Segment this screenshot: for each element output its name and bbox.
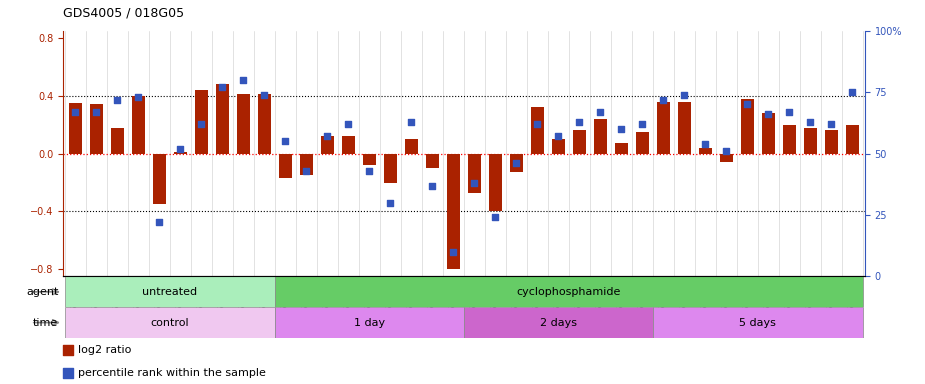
Point (425, 182, 439, 189)
Point (152, 219, 166, 225)
Point (215, 84, 229, 90)
Bar (111, 127, 124, 154)
Bar (300, 154, 313, 175)
Bar (720, 154, 733, 162)
Bar (552, 139, 564, 154)
Point (362, 168, 376, 174)
Bar (258, 94, 271, 154)
Point (257, 91, 272, 98)
Point (740, 101, 755, 108)
Text: 5 days: 5 days (739, 318, 776, 328)
Bar (237, 94, 250, 154)
Text: 1 day: 1 day (354, 318, 385, 328)
Text: time: time (33, 318, 58, 328)
Bar (699, 148, 711, 154)
Bar (275, 276, 863, 307)
Bar (65, 276, 275, 307)
Bar (489, 154, 501, 212)
Bar (636, 132, 648, 154)
Text: percentile rank within the sample: percentile rank within the sample (78, 367, 265, 377)
Text: 2 days: 2 days (540, 318, 577, 328)
Point (341, 121, 356, 127)
Point (635, 121, 649, 127)
Point (383, 200, 398, 206)
Bar (510, 154, 523, 172)
Point (656, 96, 671, 103)
Point (761, 111, 776, 118)
Text: GDS4005 / 018G05: GDS4005 / 018G05 (63, 6, 184, 19)
Point (194, 121, 209, 127)
Point (236, 77, 251, 83)
Point (404, 119, 419, 125)
Bar (216, 84, 228, 154)
Point (320, 133, 335, 139)
Point (131, 94, 146, 100)
Point (677, 91, 692, 98)
Point (299, 168, 314, 174)
Point (551, 133, 566, 139)
Bar (91, 104, 103, 154)
Point (719, 148, 734, 154)
Point (446, 249, 461, 255)
Point (173, 146, 188, 152)
Bar (132, 96, 145, 154)
Bar (279, 154, 291, 178)
Point (845, 89, 859, 95)
Bar (825, 131, 837, 154)
Bar (783, 125, 796, 154)
Bar (426, 154, 438, 168)
Bar (741, 99, 754, 154)
Point (110, 96, 125, 103)
Bar (846, 125, 858, 154)
Bar (653, 307, 863, 338)
Point (782, 109, 796, 115)
Bar (531, 108, 544, 154)
Text: agent: agent (26, 287, 58, 297)
Bar (594, 119, 607, 154)
Bar (364, 154, 376, 165)
Point (509, 161, 524, 167)
Point (278, 138, 293, 144)
Bar (195, 90, 208, 154)
Bar (342, 136, 354, 154)
Text: cyclophosphamide: cyclophosphamide (517, 287, 621, 297)
Bar (615, 144, 628, 154)
Text: log2 ratio: log2 ratio (78, 345, 131, 355)
Bar (678, 101, 691, 154)
Point (698, 141, 713, 147)
Point (488, 214, 503, 220)
Bar (463, 307, 653, 338)
Bar (447, 154, 460, 269)
Point (572, 119, 586, 125)
Point (467, 180, 482, 186)
Bar (405, 139, 418, 154)
Bar (804, 127, 817, 154)
Bar (468, 154, 481, 193)
Text: control: control (151, 318, 190, 328)
Point (614, 126, 629, 132)
Text: untreated: untreated (142, 287, 198, 297)
Point (89, 109, 104, 115)
Bar (384, 154, 397, 182)
Bar (321, 136, 334, 154)
Bar (275, 307, 463, 338)
Bar (69, 103, 81, 154)
Bar (657, 101, 670, 154)
Point (530, 121, 545, 127)
Point (803, 119, 818, 125)
Bar (65, 307, 275, 338)
Bar (574, 131, 586, 154)
Bar (154, 154, 166, 204)
Bar (174, 152, 187, 154)
Bar (762, 113, 774, 154)
Point (593, 109, 608, 115)
Point (68, 109, 83, 115)
Point (824, 121, 839, 127)
